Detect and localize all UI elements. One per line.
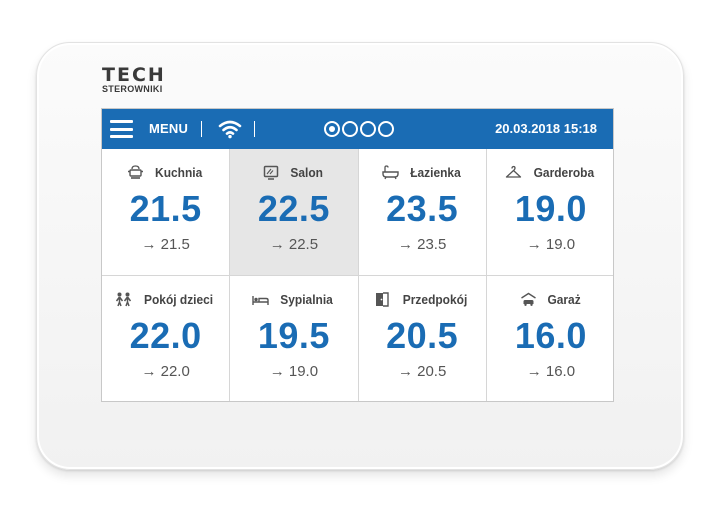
zone-header: Salon	[230, 163, 357, 181]
zone-current-temperature: 19.0	[514, 188, 587, 229]
zone-set-temperature: → 20.5	[397, 363, 447, 380]
car-icon	[520, 292, 537, 307]
date-time: 20.03.2018 15:18	[495, 121, 597, 136]
page-indicator[interactable]	[324, 121, 394, 137]
brand-name: TECH	[102, 64, 166, 86]
zone-set-temperature: → 19.0	[269, 363, 319, 380]
zone-set-temperature: → 19.0	[526, 236, 576, 253]
zone-name: Pokój dzieci	[144, 291, 214, 307]
bed-icon	[252, 292, 270, 307]
zone-name: Przedpokój	[402, 291, 468, 307]
page-dot-3[interactable]	[360, 121, 376, 137]
divider	[201, 121, 202, 137]
zone-set-temperature: → 22.0	[141, 363, 190, 380]
divider	[254, 121, 255, 137]
zone-header: Garderoba	[487, 163, 613, 181]
wifi-icon[interactable]	[218, 119, 242, 139]
zone-name: Salon	[290, 164, 324, 180]
brand-subtitle: STEROWNIKI	[102, 84, 163, 94]
zone-set-temperature: → 23.5	[397, 236, 447, 253]
zone-header: Sypialnia	[230, 290, 357, 308]
zone-current-temperature: 16.0	[514, 315, 587, 356]
door-icon	[374, 291, 391, 307]
zone-header: Kuchnia	[102, 163, 229, 181]
page-dot-1[interactable]	[324, 121, 340, 137]
zone-tile[interactable]: Kuchnia 21.5 → 21.5	[102, 149, 231, 276]
zone-grid: Kuchnia 21.5 → 21.5 Salon 22.5 → 22.5 Łazienka…	[102, 149, 613, 401]
zone-current-temperature: 19.5	[257, 315, 330, 356]
zone-tile[interactable]: Przedpokój 20.5 → 20.5	[358, 276, 487, 401]
zone-name: Garaż	[547, 291, 581, 307]
zone-header: Przedpokój	[359, 290, 486, 308]
zone-header: Garaż	[487, 290, 613, 308]
zone-name: Łazienka	[409, 164, 461, 180]
page-dot-4[interactable]	[378, 121, 394, 137]
zone-name: Sypialnia	[280, 291, 334, 307]
zone-set-temperature: → 21.5	[141, 236, 190, 253]
touch-screen: MENU 20.03.2018 15:18 Kuchnia 21.5 → 21.5 S…	[101, 108, 614, 402]
zone-current-temperature: 21.5	[129, 188, 202, 229]
zone-tile[interactable]: Łazienka 23.5 → 23.5	[358, 149, 487, 276]
hanger-icon	[505, 165, 522, 180]
menu-button[interactable]: MENU	[149, 121, 189, 136]
zone-name: Garderoba	[533, 164, 595, 180]
zone-tile[interactable]: Garderoba 19.0 → 19.0	[486, 149, 613, 276]
zone-current-temperature: 20.5	[386, 315, 459, 356]
zone-tile[interactable]: Salon 22.5 → 22.5	[230, 149, 359, 276]
zone-set-temperature: → 16.0	[526, 363, 576, 380]
zone-header: Łazienka	[359, 163, 486, 181]
brand-logo: TECH STEROWNIKI	[102, 66, 174, 96]
zone-tile[interactable]: Sypialnia 19.5 → 19.0	[230, 276, 359, 401]
zone-header: Pokój dzieci	[102, 290, 229, 308]
top-bar: MENU 20.03.2018 15:18	[102, 109, 613, 149]
bathtub-icon	[381, 164, 399, 180]
zone-set-temperature: → 22.5	[269, 236, 319, 253]
tv-icon	[263, 165, 280, 180]
children-icon	[115, 292, 132, 307]
zone-current-temperature: 22.5	[257, 188, 330, 229]
zone-tile[interactable]: Pokój dzieci 22.0 → 22.0	[102, 276, 231, 401]
zone-tile[interactable]: Garaż 16.0 → 16.0	[486, 276, 613, 401]
hamburger-menu-icon[interactable]	[110, 120, 133, 138]
zone-current-temperature: 23.5	[386, 188, 459, 229]
page-dot-2[interactable]	[342, 121, 358, 137]
kitchen-pot-icon	[127, 164, 144, 180]
zone-name: Kuchnia	[155, 164, 203, 180]
zone-current-temperature: 22.0	[129, 315, 202, 356]
